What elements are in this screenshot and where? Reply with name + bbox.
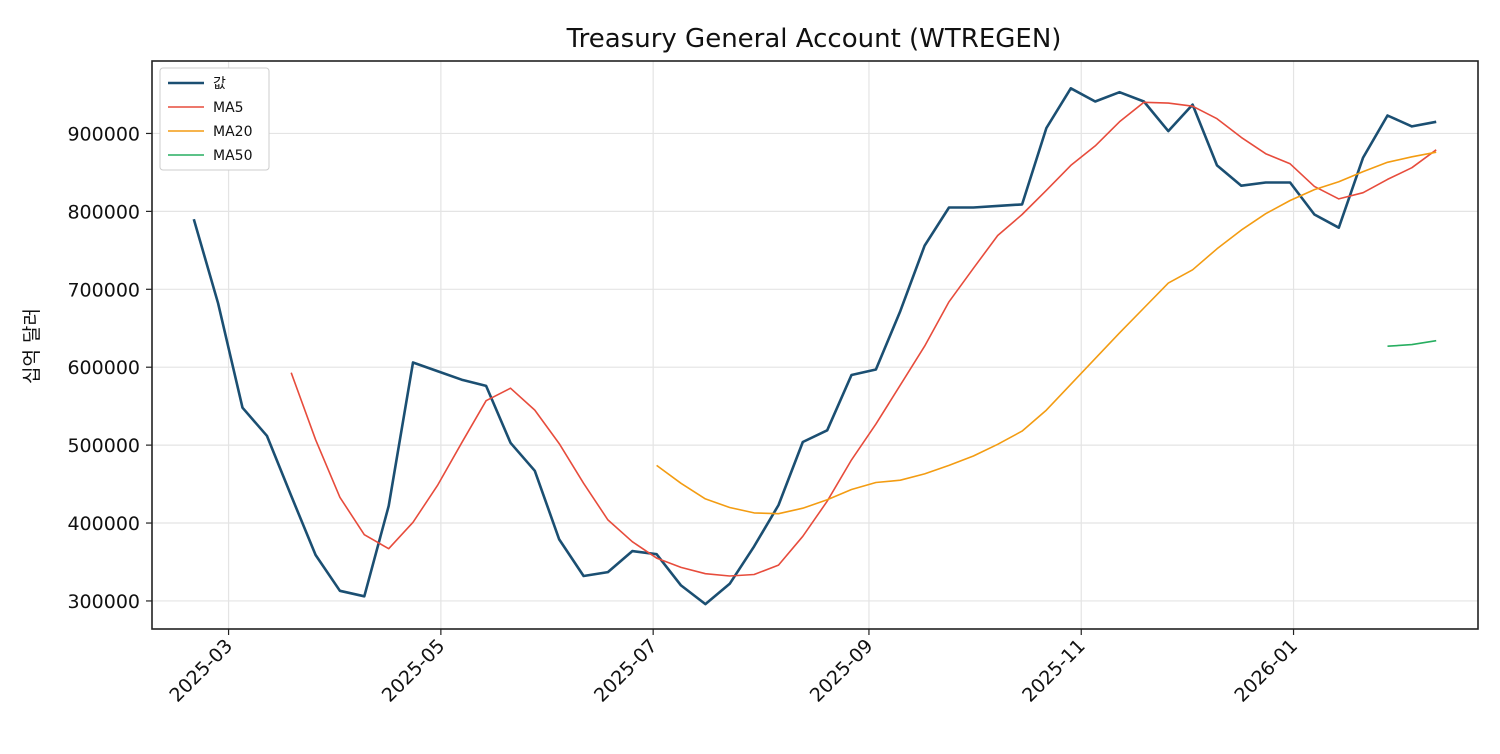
legend-label: MA50 — [213, 148, 252, 164]
y-tick-label: 900000 — [67, 123, 140, 145]
y-tick-label: 500000 — [67, 435, 140, 457]
y-tick-label: 700000 — [67, 279, 140, 301]
grid — [152, 61, 1478, 629]
legend-label: MA5 — [213, 100, 244, 116]
y-tick-label: 300000 — [67, 591, 140, 613]
x-tick-label: 2025-07 — [590, 635, 662, 707]
x-tick-label: 2026-01 — [1230, 635, 1302, 707]
legend-label: 값 — [213, 76, 226, 92]
legend-label: MA20 — [213, 124, 252, 140]
y-tick-label: 600000 — [67, 357, 140, 379]
series-line-ma5 — [290, 101, 1437, 577]
legend: 값 MA5 MA20 MA50 — [159, 67, 270, 171]
plot-frame — [151, 60, 1479, 630]
series-lines — [192, 87, 1437, 606]
x-tick-label: 2025-09 — [806, 635, 878, 707]
x-tick-label: 2025-05 — [378, 635, 450, 707]
y-axis-label: 십억 달러 — [21, 308, 43, 384]
y-axis-ticks: 300000 400000 500000 600000 700000 800000 9000… — [67, 123, 152, 613]
series-line-값 — [192, 87, 1437, 606]
chart-title: Treasury General Account (WTREGEN) — [566, 24, 1062, 54]
x-axis-ticks: 2025-03 2025-05 2025-07 2025-09 2025-11 2026-… — [165, 629, 1302, 707]
series-line-ma20 — [656, 151, 1437, 515]
series-line-ma50 — [1387, 339, 1437, 347]
y-tick-label: 400000 — [67, 513, 140, 535]
y-tick-label: 800000 — [67, 201, 140, 223]
legend-box — [159, 67, 270, 171]
x-tick-label: 2025-03 — [165, 635, 237, 707]
x-tick-label: 2025-11 — [1018, 635, 1090, 707]
